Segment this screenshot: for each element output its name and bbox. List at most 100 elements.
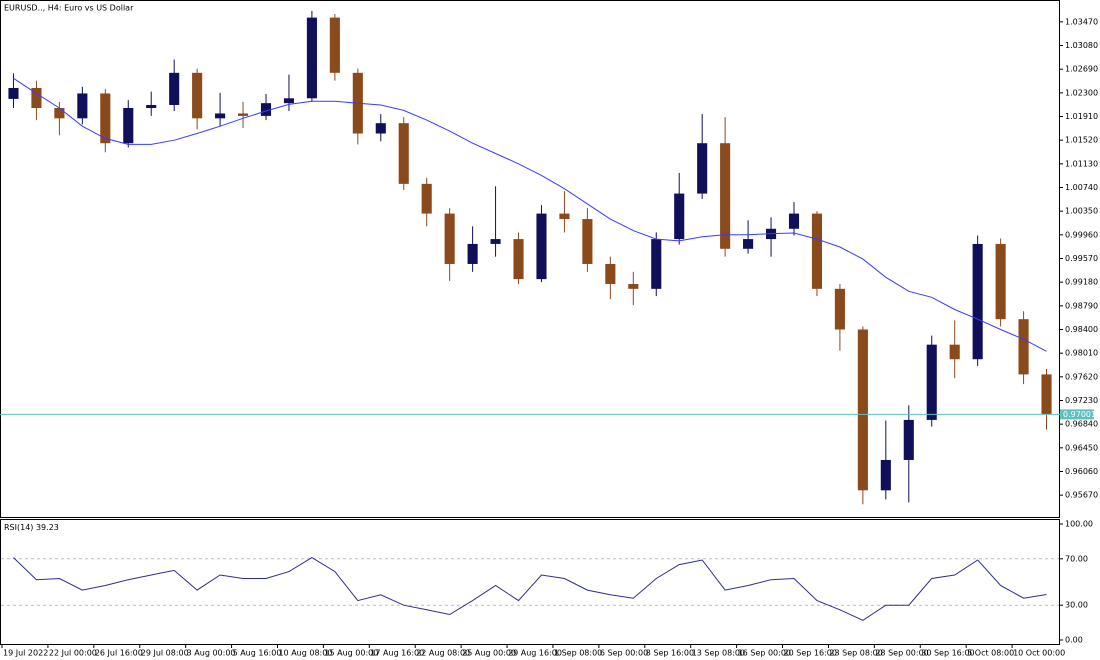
- x-tick-label: 19 Jul 2022: [3, 649, 48, 658]
- candle-body: [8, 87, 19, 99]
- candle-body: [146, 104, 157, 109]
- candle-body: [972, 243, 983, 360]
- y-tick-label: 0.96060: [1065, 467, 1098, 476]
- candle-body: [100, 93, 111, 144]
- x-tick-label: 5 Aug 16:00: [233, 649, 282, 658]
- candle-body: [743, 239, 754, 249]
- y-tick-label: 1.01520: [1065, 136, 1098, 145]
- y-tick-label: 0.99570: [1065, 254, 1098, 263]
- candle-body: [444, 213, 455, 264]
- y-tick-label: 0.97230: [1065, 396, 1098, 405]
- y-tick-label: 100.00: [1065, 520, 1093, 529]
- candle-body: [834, 288, 845, 330]
- candle-body: [628, 283, 639, 289]
- candle-body: [559, 213, 570, 220]
- candle-body: [421, 183, 432, 214]
- x-tick-label: 5 Oct 08:00: [967, 649, 1014, 658]
- candle-body: [215, 113, 226, 119]
- x-tick-label: 28 Sep 00:00: [875, 649, 928, 658]
- candle-body: [54, 108, 65, 119]
- candle-body: [995, 243, 1006, 320]
- candle-body: [375, 123, 386, 134]
- y-tick-label: 0.99180: [1065, 278, 1098, 287]
- y-tick-label: 30.00: [1065, 601, 1088, 610]
- candle-body: [788, 213, 800, 229]
- rsi-value: 39.23: [36, 523, 59, 532]
- candle-body: [1041, 374, 1052, 415]
- candle-body: [306, 17, 317, 99]
- x-tick-label: 20 Sep 16:00: [784, 649, 837, 658]
- rsi-name: RSI(14): [4, 523, 33, 532]
- y-tick-label: 1.03080: [1065, 41, 1098, 50]
- rsi-pane: [0, 519, 1060, 645]
- y-tick-label: 0.00: [1065, 636, 1083, 645]
- candle-body: [283, 98, 295, 104]
- y-tick-label: 0.98790: [1065, 301, 1098, 310]
- candle-body: [605, 263, 616, 284]
- rsi-line: [13, 557, 1047, 621]
- candle-body: [398, 123, 409, 184]
- candle-body: [77, 93, 88, 119]
- candle-body: [192, 72, 203, 119]
- x-tick-label: 8 Sep 16:00: [646, 649, 694, 658]
- x-tick-label: 23 Sep 08:00: [829, 649, 882, 658]
- x-tick-label: 15 Aug 00:00: [324, 649, 378, 658]
- y-tick-label: 1.01910: [1065, 112, 1098, 121]
- candle-body: [237, 113, 249, 116]
- x-tick-label: 22 Aug 08:00: [416, 649, 470, 658]
- candle-body: [880, 459, 891, 491]
- y-tick-label: 0.96840: [1065, 420, 1098, 429]
- candle-body: [329, 17, 340, 73]
- x-tick-label: 10 Aug 08:00: [278, 649, 332, 658]
- x-tick-label: 10 Oct 00:00: [1013, 649, 1065, 658]
- x-tick-label: 29 Jul 08:00: [141, 649, 189, 658]
- x-tick-label: 29 Aug 16:00: [508, 649, 562, 658]
- candle-body: [1018, 319, 1029, 375]
- rsi-title: RSI(14) 39.23: [4, 523, 59, 532]
- candle-body: [903, 419, 914, 460]
- y-tick-label: 1.03470: [1065, 17, 1098, 26]
- price-label: 0.97001: [1063, 410, 1096, 419]
- candle-body: [857, 329, 868, 491]
- candle-body: [582, 219, 593, 264]
- price-label-bg: [1060, 409, 1094, 420]
- candle-body: [169, 72, 180, 105]
- candle-body: [674, 193, 685, 240]
- x-tick-label: 13 Sep 08:00: [692, 649, 745, 658]
- x-tick-label: 1 Sep 08:00: [554, 649, 602, 658]
- candle-body: [513, 239, 524, 280]
- main-pane: [0, 0, 1060, 518]
- candle-body: [490, 239, 501, 244]
- candle-body: [720, 143, 731, 249]
- candle-body: [260, 103, 272, 116]
- candle-body: [651, 239, 662, 289]
- y-tick-label: 1.02300: [1065, 88, 1098, 97]
- candle-body: [536, 213, 547, 280]
- candle-body: [467, 243, 478, 264]
- y-tick-label: 1.00350: [1065, 207, 1098, 216]
- candle-body: [949, 344, 960, 360]
- candle-body: [811, 213, 823, 289]
- candle-body: [926, 344, 937, 420]
- chart-title: EURUSD.., H4: Euro vs US Dollar: [4, 4, 134, 13]
- y-tick-label: 70.00: [1065, 554, 1088, 563]
- y-tick-label: 0.97620: [1065, 372, 1098, 381]
- x-tick-label: 25 Aug 00:00: [462, 649, 516, 658]
- x-tick-label: 22 Jul 00:00: [49, 649, 97, 658]
- y-tick-label: 0.95670: [1065, 491, 1098, 500]
- x-tick-label: 3 Aug 00:00: [187, 649, 236, 658]
- x-tick-label: 26 Jul 16:00: [95, 649, 143, 658]
- y-tick-label: 0.96450: [1065, 443, 1098, 452]
- y-tick-label: 1.02690: [1065, 65, 1098, 74]
- y-tick-label: 0.98010: [1065, 349, 1098, 358]
- x-tick-label: 6 Sep 00:00: [600, 649, 648, 658]
- x-tick-label: 30 Sep 16:00: [921, 649, 974, 658]
- y-tick-label: 0.98400: [1065, 325, 1098, 334]
- x-tick-label: 16 Sep 00:00: [738, 649, 791, 658]
- candle-body: [123, 108, 134, 144]
- y-tick-label: 0.99960: [1065, 230, 1098, 239]
- y-tick-label: 1.01130: [1065, 159, 1098, 168]
- moving-average: [13, 77, 1047, 352]
- candle-body: [31, 87, 42, 109]
